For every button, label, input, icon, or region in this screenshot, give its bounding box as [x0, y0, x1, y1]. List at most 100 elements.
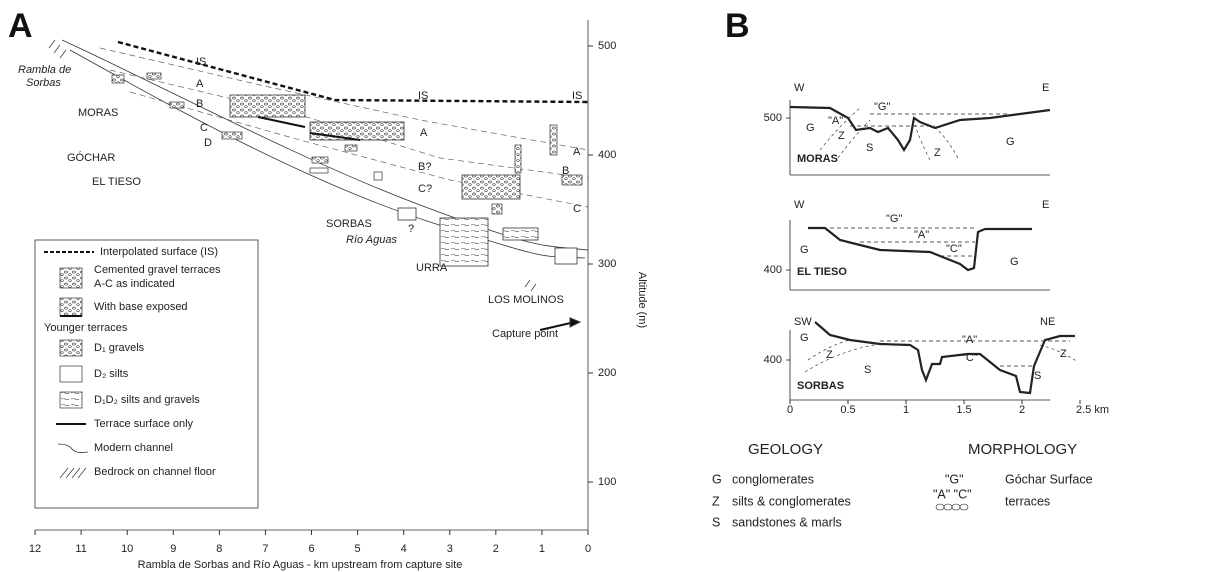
annotation: A	[196, 78, 204, 90]
altitude-label: 400	[764, 354, 782, 366]
annotation: C?	[418, 183, 432, 195]
unit-label: "C"	[962, 352, 978, 364]
unit-label: "A"	[962, 334, 977, 346]
unit-label: S	[866, 142, 873, 154]
x-tick-label: 1	[539, 543, 545, 555]
legend-label: Younger terraces	[44, 322, 128, 334]
unit-label: S	[864, 364, 871, 376]
unit-label: "A"	[828, 115, 843, 127]
annotation: IS	[572, 90, 582, 102]
legend-label: conglomerates	[732, 472, 814, 486]
y-tick-label: 300	[598, 258, 616, 270]
unit-label: Z	[934, 147, 941, 159]
y-tick-label: 400	[598, 149, 616, 161]
legend-symbol: "A" "C"	[933, 487, 972, 501]
unit-label: G	[800, 244, 809, 256]
x-tick-label: 0	[585, 543, 591, 555]
panel-label: A	[8, 7, 33, 45]
annotation: EL TIESO	[92, 176, 141, 188]
altitude-label: 500	[764, 112, 782, 124]
x-axis-title: Rambla de Sorbas and Río Aguas - km upst…	[138, 559, 463, 571]
direction: E	[1042, 199, 1049, 211]
unit-label: G	[806, 122, 815, 134]
annotation: B?	[418, 161, 431, 173]
annotation: Capture point	[492, 328, 558, 340]
annotation: A	[573, 146, 581, 158]
unit-label: S	[1034, 370, 1041, 382]
profile-name: SORBAS	[797, 380, 844, 392]
x-tick-label: 3	[447, 543, 453, 555]
legend-label: Góchar Surface	[1005, 472, 1093, 486]
annotation: GÓCHAR	[67, 151, 115, 164]
x-tick-label: 1	[903, 404, 909, 416]
channel-label: Río Aguas	[346, 234, 397, 246]
unit-label: Z	[838, 130, 845, 142]
legend-label: silts & conglomerates	[732, 494, 851, 508]
profile-name: MORAS	[797, 153, 838, 165]
legend-symbol: S	[712, 515, 720, 529]
annotation: IS	[196, 56, 206, 68]
legend-label: Terrace surface only	[94, 418, 194, 430]
annotation: URRA	[416, 262, 448, 274]
x-tick-label: 5	[355, 543, 361, 555]
x-tick-label: 8	[216, 543, 222, 555]
annotation: MORAS	[78, 107, 118, 119]
legend-label: Modern channel	[94, 442, 173, 454]
unit-label: Z	[1060, 348, 1067, 360]
direction: W	[794, 82, 805, 94]
unit-label: "G"	[886, 213, 902, 225]
annotation: LOS MOLINOS	[488, 294, 564, 306]
legend-symbol: Z	[712, 494, 720, 508]
legend-symbol: "G"	[945, 472, 964, 486]
annotation: SORBAS	[326, 218, 372, 230]
x-tick-label: 2	[493, 543, 499, 555]
legend-symbol: G	[712, 472, 722, 486]
x-tick-label: 6	[308, 543, 314, 555]
legend-label: D₁D₂ silts and gravels	[94, 394, 200, 406]
x-tick-label: 12	[29, 543, 41, 555]
unit-label: G	[1010, 256, 1019, 268]
panel-a-graphics	[34, 20, 589, 531]
legend-label: D₁ gravels	[94, 342, 145, 354]
direction: E	[1042, 82, 1049, 94]
legend-label: With base exposed	[94, 301, 188, 313]
annotation: C	[573, 203, 581, 215]
x-tick-label: 9	[170, 543, 176, 555]
river-label: Rambla de	[18, 64, 71, 76]
legend-label: Cemented gravel terraces	[94, 264, 221, 276]
x-tick-label: 2	[1019, 404, 1025, 416]
unit-label: Z	[826, 349, 833, 361]
legend-label: Bedrock on channel floor	[94, 466, 216, 478]
annotation: D	[204, 137, 212, 149]
legend-label: terraces	[1005, 494, 1050, 508]
x-tick-label: 11	[75, 543, 86, 555]
x-tick-label: 2.5 km	[1076, 404, 1109, 416]
annotation: B	[562, 165, 569, 177]
x-tick-label: 7	[262, 543, 268, 555]
x-tick-label: 10	[121, 543, 133, 555]
legend-label: D₂ silts	[94, 368, 129, 380]
annotation: IS	[418, 90, 428, 102]
legend-title: MORPHOLOGY	[968, 441, 1077, 458]
unit-label: "A"	[914, 229, 929, 241]
river-label: Sorbas	[26, 77, 61, 89]
legend-label: sandstones & marls	[732, 515, 842, 529]
annotation: A	[420, 127, 428, 139]
annotation: C	[200, 122, 208, 134]
y-tick-label: 100	[598, 476, 616, 488]
panel-b-graphics	[786, 100, 1079, 511]
y-tick-label: 200	[598, 367, 616, 379]
unit-label: "C"	[946, 243, 962, 255]
x-tick-label: 0.5	[840, 404, 855, 416]
annotation: B	[196, 98, 203, 110]
legend-label: Interpolated surface (IS)	[100, 246, 218, 258]
direction: W	[794, 199, 805, 211]
altitude-label: 400	[764, 264, 782, 276]
x-tick-label: 1.5	[956, 404, 971, 416]
x-tick-label: 0	[787, 404, 793, 416]
legend-title: GEOLOGY	[748, 441, 823, 458]
x-tick-label: 4	[401, 543, 407, 555]
unit-label: G	[1006, 136, 1015, 148]
